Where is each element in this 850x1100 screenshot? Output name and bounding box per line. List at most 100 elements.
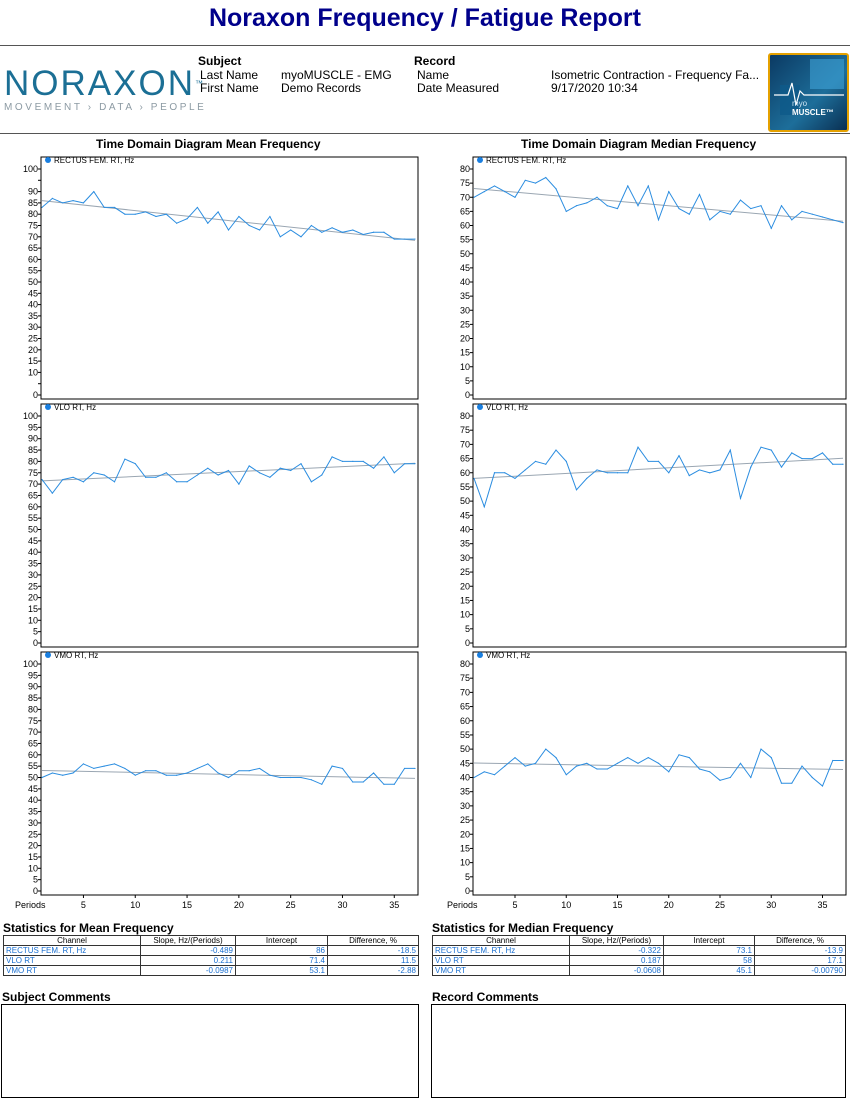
- chart-4-frame: [472, 403, 847, 648]
- chart-1-data-point: [352, 229, 354, 231]
- table-header-row: Channel Slope, Hz/(Periods) Intercept Di…: [432, 935, 846, 946]
- record-comments-title: Record Comments: [432, 990, 539, 1004]
- chart-5-y-tick-label: 70: [28, 727, 38, 737]
- chart-6-y-tick-label: 70: [460, 687, 470, 697]
- chart-3-data-point: [310, 481, 312, 483]
- chart-6-data-point: [842, 759, 844, 762]
- chart-3-data-point: [124, 458, 126, 460]
- chart-6-y-tick-label: 75: [460, 673, 470, 683]
- chart-4-data-point: [504, 472, 506, 474]
- chart-2-data-point: [627, 185, 629, 187]
- chart-5-data-point: [310, 779, 312, 781]
- chart-2-y-tick-label: 65: [460, 206, 470, 216]
- date-measured-value: 9/17/2020 10:34: [551, 81, 638, 95]
- chart-1-y-tick-label: 50: [28, 277, 38, 287]
- chart-2-y-tick-label: 25: [460, 319, 470, 329]
- subject-comments-box[interactable]: [1, 1004, 419, 1098]
- chart-3-y-tick-label: 40: [28, 547, 38, 557]
- chart-1-y-tick-label: 85: [28, 198, 38, 208]
- table-row: VMO RT -0.0987 53.1 -2.88: [3, 965, 419, 976]
- chart-2-data-point: [555, 188, 557, 190]
- chart-5-y-tick-label: 50: [28, 773, 38, 783]
- chart-6-data-point: [698, 768, 701, 770]
- chart-6-trend-line: [473, 762, 844, 771]
- chart-2-data-point: [596, 196, 598, 198]
- chart-4-data-point: [596, 469, 598, 471]
- chart-1-y-tick-label: 100: [23, 164, 38, 174]
- record-comments-box[interactable]: [431, 1004, 846, 1098]
- chart-6-data-point: [493, 774, 496, 776]
- chart-5-x-tick-label: 25: [286, 900, 296, 910]
- chart-4-data-point: [616, 472, 619, 474]
- chart-3-data-point: [393, 472, 395, 474]
- frequency-charts: 01015202530354045505560657075808590100RE…: [15, 156, 847, 910]
- chart-3-y-tick-label: 30: [28, 570, 38, 580]
- chart-3-data-point: [72, 476, 74, 478]
- chart-1-data-point: [196, 206, 199, 209]
- chart-3-y-tick-label: 55: [28, 513, 38, 523]
- chart-4-data-point: [801, 457, 803, 460]
- chart-4-data-point: [524, 469, 526, 471]
- chart-3-data-point: [165, 472, 167, 474]
- chart-4-legend-label: VLO RT, Hz: [486, 403, 528, 412]
- chart-3-y-tick-label: 0: [33, 638, 38, 648]
- chart-3-y-tick-label: 45: [28, 536, 38, 546]
- chart-2-data-point: [534, 182, 537, 184]
- chart-5-data-point: [176, 774, 178, 776]
- chart-5-y-tick-label: 15: [28, 852, 38, 862]
- chart-6-data-point: [760, 748, 762, 750]
- chart-6-data-point: [678, 754, 680, 756]
- header-top-rule: [0, 45, 850, 46]
- chart-6-data-point: [545, 748, 547, 750]
- chart-1-data-point: [124, 213, 126, 215]
- channel-cell: RECTUS FEM. RT, Hz: [3, 945, 141, 956]
- chart-4-data-point: [729, 449, 731, 451]
- channel-cell: VMO RT: [432, 965, 570, 976]
- table-row: RECTUS FEM. RT, Hz -0.489 86 -18.5: [3, 945, 419, 956]
- chart-3-data-point: [103, 474, 105, 476]
- chart-3-data-point: [217, 474, 219, 476]
- chart-4-y-tick-label: 25: [460, 567, 470, 577]
- chart-2-data-point: [832, 219, 834, 221]
- chart-1-data-point: [145, 211, 147, 213]
- chart-6-legend-label: VMO RT, Hz: [486, 651, 530, 660]
- chart-6-data-point: [739, 762, 742, 764]
- chart-1-data-point: [404, 238, 406, 240]
- chart-4-data-point: [493, 472, 496, 474]
- chart-1-y-tick-label: 80: [28, 209, 38, 219]
- column-header: Intercept: [663, 935, 755, 946]
- chart-4-data-point: [688, 474, 690, 477]
- chart-6-y-tick-label: 5: [465, 872, 470, 882]
- chart-4-y-tick-label: 40: [460, 525, 470, 535]
- chart-2-data-point: [575, 205, 578, 207]
- chart-4-data-point: [698, 469, 701, 471]
- chart-5-data-point: [93, 767, 95, 770]
- chart-2-y-tick-label: 45: [460, 263, 470, 273]
- chart-5-y-tick-label: 60: [28, 750, 38, 760]
- chart-4-data-point: [606, 472, 608, 474]
- chart-5-y-tick-label: 85: [28, 693, 38, 703]
- chart-3-y-tick-label: 85: [28, 445, 38, 455]
- chart-3-data-point: [331, 456, 333, 458]
- chart-5-y-tick-label: 10: [28, 863, 38, 873]
- chart-4-y-tick-label: 15: [460, 595, 470, 605]
- chart-5-y-tick-label: 100: [23, 659, 38, 669]
- chart-5-y-tick-label: 0: [33, 886, 38, 896]
- chart-2-y-tick-label: 5: [465, 376, 470, 386]
- logo-wordmark: NORAXON: [4, 64, 195, 103]
- chart-5-frame: [40, 651, 419, 896]
- chart-5-data-point: [124, 767, 126, 770]
- median-stats-title: Statistics for Median Frequency: [432, 921, 614, 935]
- chart-6-data-point: [729, 776, 731, 779]
- chart-2-y-tick-label: 20: [460, 334, 470, 344]
- chart-1-data-point: [155, 215, 157, 218]
- chart-1-data-point: [258, 229, 261, 231]
- chart-3-y-tick-label: 65: [28, 490, 38, 500]
- badge-line1: myo: [792, 99, 808, 108]
- chart-2-data-point: [668, 191, 670, 193]
- chart-5-data-point: [134, 774, 136, 776]
- channel-cell: RECTUS FEM. RT, Hz: [432, 945, 570, 956]
- chart-3-data-point: [372, 467, 375, 469]
- chart-1-data-point: [300, 236, 302, 238]
- channel-cell: VLO RT: [432, 955, 570, 966]
